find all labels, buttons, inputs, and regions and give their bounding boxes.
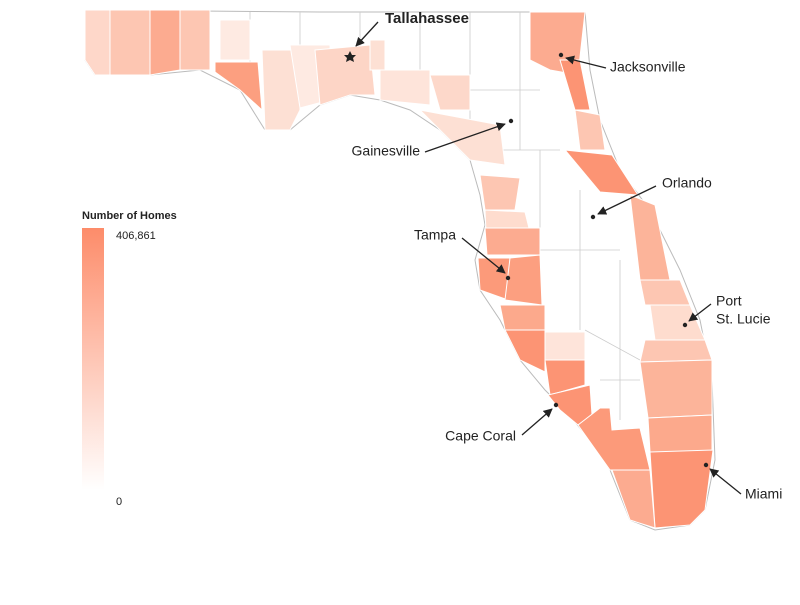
city-label: Tallahassee — [385, 10, 469, 27]
legend-tick-label: 0 — [116, 496, 122, 508]
capital-star — [344, 51, 356, 62]
city-dot — [505, 275, 511, 281]
arrow — [709, 468, 742, 495]
city-dot — [590, 214, 596, 220]
city-label: Cape Coral — [445, 428, 516, 444]
city-label: Miami — [745, 486, 782, 502]
legend-ticks: 406,861 0 — [116, 230, 156, 508]
arrow — [424, 122, 506, 153]
counties — [84, 9, 714, 529]
city-dot — [558, 52, 564, 58]
city-label: St. Lucie — [716, 311, 771, 327]
city-dot — [682, 322, 688, 328]
city-label: Tampa — [414, 227, 456, 243]
city-label: Port — [716, 293, 742, 309]
legend-title: Number of Homes — [82, 210, 177, 222]
city-dot — [508, 118, 514, 124]
legend: Number of Homes 406,861 0 — [82, 210, 177, 508]
city-labels: Tallahassee Jacksonville Gainesville Orl… — [344, 10, 782, 502]
city-label: Gainesville — [352, 143, 421, 159]
city-label: Jacksonville — [610, 59, 686, 75]
arrow — [521, 408, 553, 436]
state — [84, 9, 716, 531]
city-label: Orlando — [662, 175, 712, 191]
arrow — [461, 237, 506, 274]
city-dot — [553, 402, 559, 408]
city-dot — [703, 462, 709, 468]
arrow — [355, 21, 379, 47]
legend-gradient — [82, 228, 104, 490]
arrow — [597, 185, 657, 215]
arrow — [688, 303, 712, 322]
arrow — [565, 55, 607, 69]
legend-tick-label: 406,861 — [116, 230, 156, 242]
